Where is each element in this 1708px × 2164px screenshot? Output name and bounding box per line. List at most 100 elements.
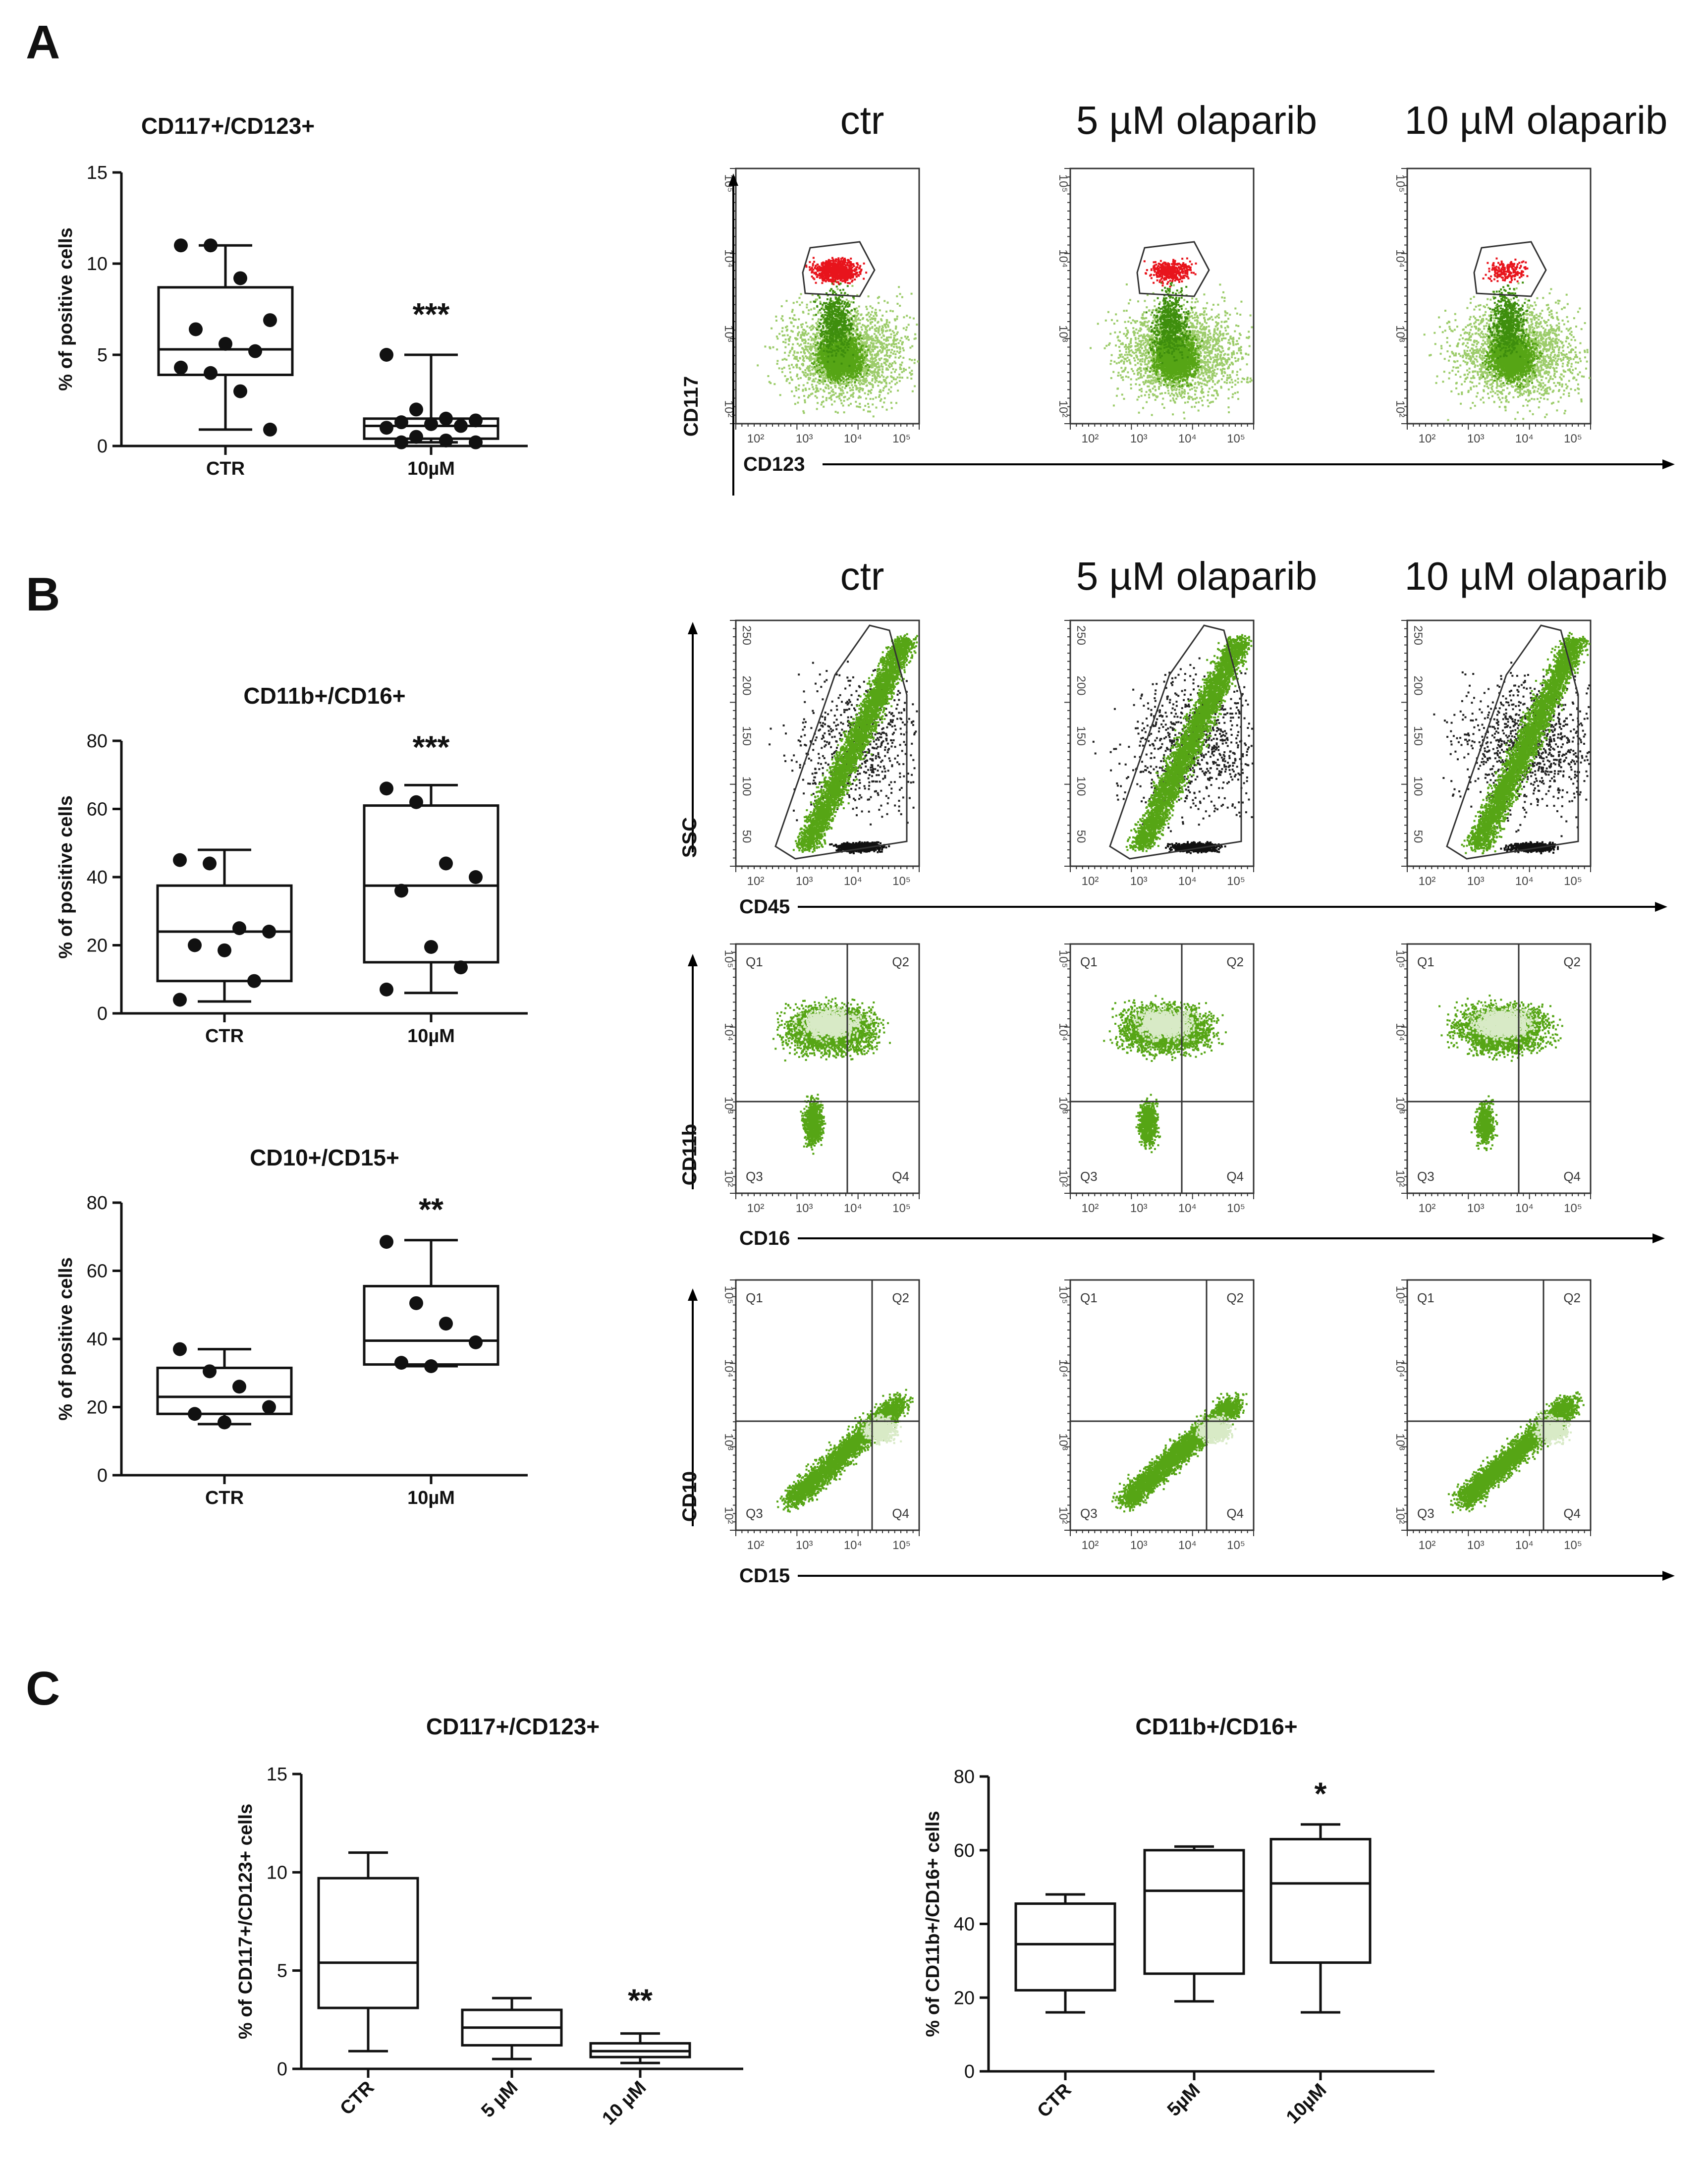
data-point xyxy=(394,1356,408,1370)
chart-title: CD10+/CD15+ xyxy=(250,1145,399,1170)
x-tick-label: 10µM xyxy=(407,1488,455,1508)
data-point xyxy=(439,411,453,426)
flow-axes-rowB3: CD10 CD15 xyxy=(679,1288,1675,1587)
flow-events-tail xyxy=(1470,1095,1498,1151)
x-decade-label: 10² xyxy=(1419,1202,1436,1215)
flow-row-cd117-cd123: 10² 10³ 10⁴ 10⁵ 10² 10³ 10⁴ 10⁵ 10² 10³ 10⁴ 10⁵ 10² 1… xyxy=(722,167,1592,445)
y-decade-label: 10⁴ xyxy=(722,1359,735,1378)
data-point xyxy=(439,1317,453,1331)
x-decade-label: 10² xyxy=(747,432,765,445)
y-decade-label: 10² xyxy=(1393,1170,1407,1187)
data-point xyxy=(219,336,232,351)
data-point xyxy=(262,1400,276,1414)
x-decade-label: 10⁵ xyxy=(1227,432,1245,445)
y-decade-label: 10² xyxy=(1056,1507,1070,1524)
x-decade-label: 10³ xyxy=(1467,432,1485,445)
x-decade-label: 10² xyxy=(1082,875,1099,888)
y-tick-label: 200 xyxy=(740,675,753,695)
y-decade-label: 10³ xyxy=(1056,1097,1070,1114)
flow-row-cd10-cd15: 10² 10³ 10⁴ 10⁵ 10² 10³ 10⁴ 10⁵ Q1 Q2 Q3 Q4 10² 10³ 10… xyxy=(722,1279,1592,1552)
y-tick-label: 0 xyxy=(97,1465,108,1486)
significance-stars: * xyxy=(1315,1776,1327,1812)
data-point xyxy=(409,1296,423,1310)
x-decade-label: 10³ xyxy=(796,1202,813,1215)
x-tick-label: CTR xyxy=(205,1488,244,1508)
flow-events-gated xyxy=(805,257,868,285)
flow-axes-rowA: CD117 CD123 xyxy=(680,173,1675,496)
condition-header: 10 µM olaparib xyxy=(1405,554,1668,598)
significance-stars: ** xyxy=(628,1983,653,2018)
y-decade-label: 10⁵ xyxy=(722,950,735,968)
x-decade-label: 10³ xyxy=(1130,432,1148,445)
data-point xyxy=(380,781,393,796)
data-point xyxy=(394,884,408,898)
data-point xyxy=(174,238,188,253)
chart-title: CD11b+/CD16+ xyxy=(1135,1714,1297,1739)
y-tick-label: 0 xyxy=(964,2061,975,2082)
y-decade-label: 10⁵ xyxy=(1056,950,1070,968)
box xyxy=(157,286,294,376)
x-decade-label: 10⁵ xyxy=(892,1539,911,1552)
x-tick-label: 10µM xyxy=(407,458,455,479)
x-tick-label: 10µM xyxy=(1282,2080,1330,2128)
panel-letter-b: B xyxy=(26,568,60,621)
x-decade-label: 10³ xyxy=(796,1539,813,1552)
quadrant-label: Q3 xyxy=(1417,1506,1434,1521)
x-decade-label: 10⁴ xyxy=(1178,432,1197,445)
condition-header: 5 µM olaparib xyxy=(1076,98,1317,142)
quadrant-label: Q3 xyxy=(746,1506,763,1521)
gate-polygon xyxy=(1136,241,1210,297)
quadrant-label: Q2 xyxy=(1563,1290,1581,1305)
flow-y-label: CD117 xyxy=(680,376,702,437)
condition-header: 10 µM olaparib xyxy=(1405,98,1668,142)
x-decade-label: 10³ xyxy=(1130,1539,1148,1552)
x-decade-label: 10⁴ xyxy=(1515,875,1534,888)
y-tick-label: 15 xyxy=(267,1764,287,1785)
arrow-head-icon xyxy=(1655,902,1667,912)
quadrant-label: Q1 xyxy=(1080,1290,1098,1305)
x-decade-label: 10⁴ xyxy=(1515,1202,1534,1215)
x-decade-label: 10² xyxy=(1419,432,1436,445)
y-axis-label: % of positive cells xyxy=(55,795,76,958)
data-point xyxy=(439,856,453,871)
box-plot-c-cd117-cd123: CD117+/CD123+ 0 5 10 15 % of CD117+/CD123+ ce… xyxy=(235,1714,743,2129)
y-decade-label: 10⁵ xyxy=(1393,1286,1407,1304)
data-point xyxy=(173,993,187,1007)
y-decade-label: 10⁵ xyxy=(1393,950,1407,968)
quadrant-label: Q3 xyxy=(1080,1169,1098,1184)
chart-title: CD117+/CD123+ xyxy=(141,113,315,139)
y-axis-label: % of CD117+/CD123+ cells xyxy=(235,1804,256,2039)
flow-y-label: CD11b xyxy=(679,1124,701,1186)
data-point xyxy=(173,1342,187,1356)
y-tick-label: 50 xyxy=(1411,830,1425,843)
quadrant-label: Q4 xyxy=(1226,1169,1244,1184)
box-plot-cd117-cd123: CD117+/CD123+ 0 5 10 15 % of positive cells CT… xyxy=(55,113,528,479)
y-decade-label: 10³ xyxy=(722,1097,735,1114)
y-decade-label: 10² xyxy=(1393,400,1407,418)
quadrant-label: Q3 xyxy=(1080,1506,1098,1521)
arrow-head-icon xyxy=(688,954,698,966)
y-tick-label: 0 xyxy=(277,2059,287,2080)
x-decade-label: 10⁴ xyxy=(844,1202,862,1215)
x-decade-label: 10⁵ xyxy=(892,875,911,888)
data-point xyxy=(394,415,408,430)
data-point xyxy=(218,1415,231,1430)
x-decade-label: 10⁵ xyxy=(892,1202,911,1215)
box-plot-c-cd11b-cd16: CD11b+/CD16+ 0 20 40 60 80 % of CD11b+/CD16+ c… xyxy=(923,1714,1434,2128)
condition-header: ctr xyxy=(840,98,884,142)
data-point xyxy=(469,870,483,884)
gate-polygon xyxy=(1446,624,1579,860)
y-tick-label: 50 xyxy=(1074,830,1088,843)
data-point xyxy=(424,417,438,431)
panel-letter-c: C xyxy=(26,1662,60,1715)
y-decade-label: 10⁴ xyxy=(1056,1359,1070,1378)
significance-stars: *** xyxy=(413,296,450,332)
y-decade-label: 10⁵ xyxy=(1393,174,1407,193)
y-tick-label: 50 xyxy=(740,830,753,843)
y-decade-label: 10³ xyxy=(1393,1433,1407,1450)
data-point xyxy=(173,853,187,867)
y-tick-label: 40 xyxy=(954,1914,975,1935)
y-tick-label: 150 xyxy=(1411,726,1425,746)
box-plot-cd11b-cd16: CD11b+/CD16+ 0 20 40 60 80 % of positive cells… xyxy=(55,683,528,1047)
data-point xyxy=(380,982,393,997)
